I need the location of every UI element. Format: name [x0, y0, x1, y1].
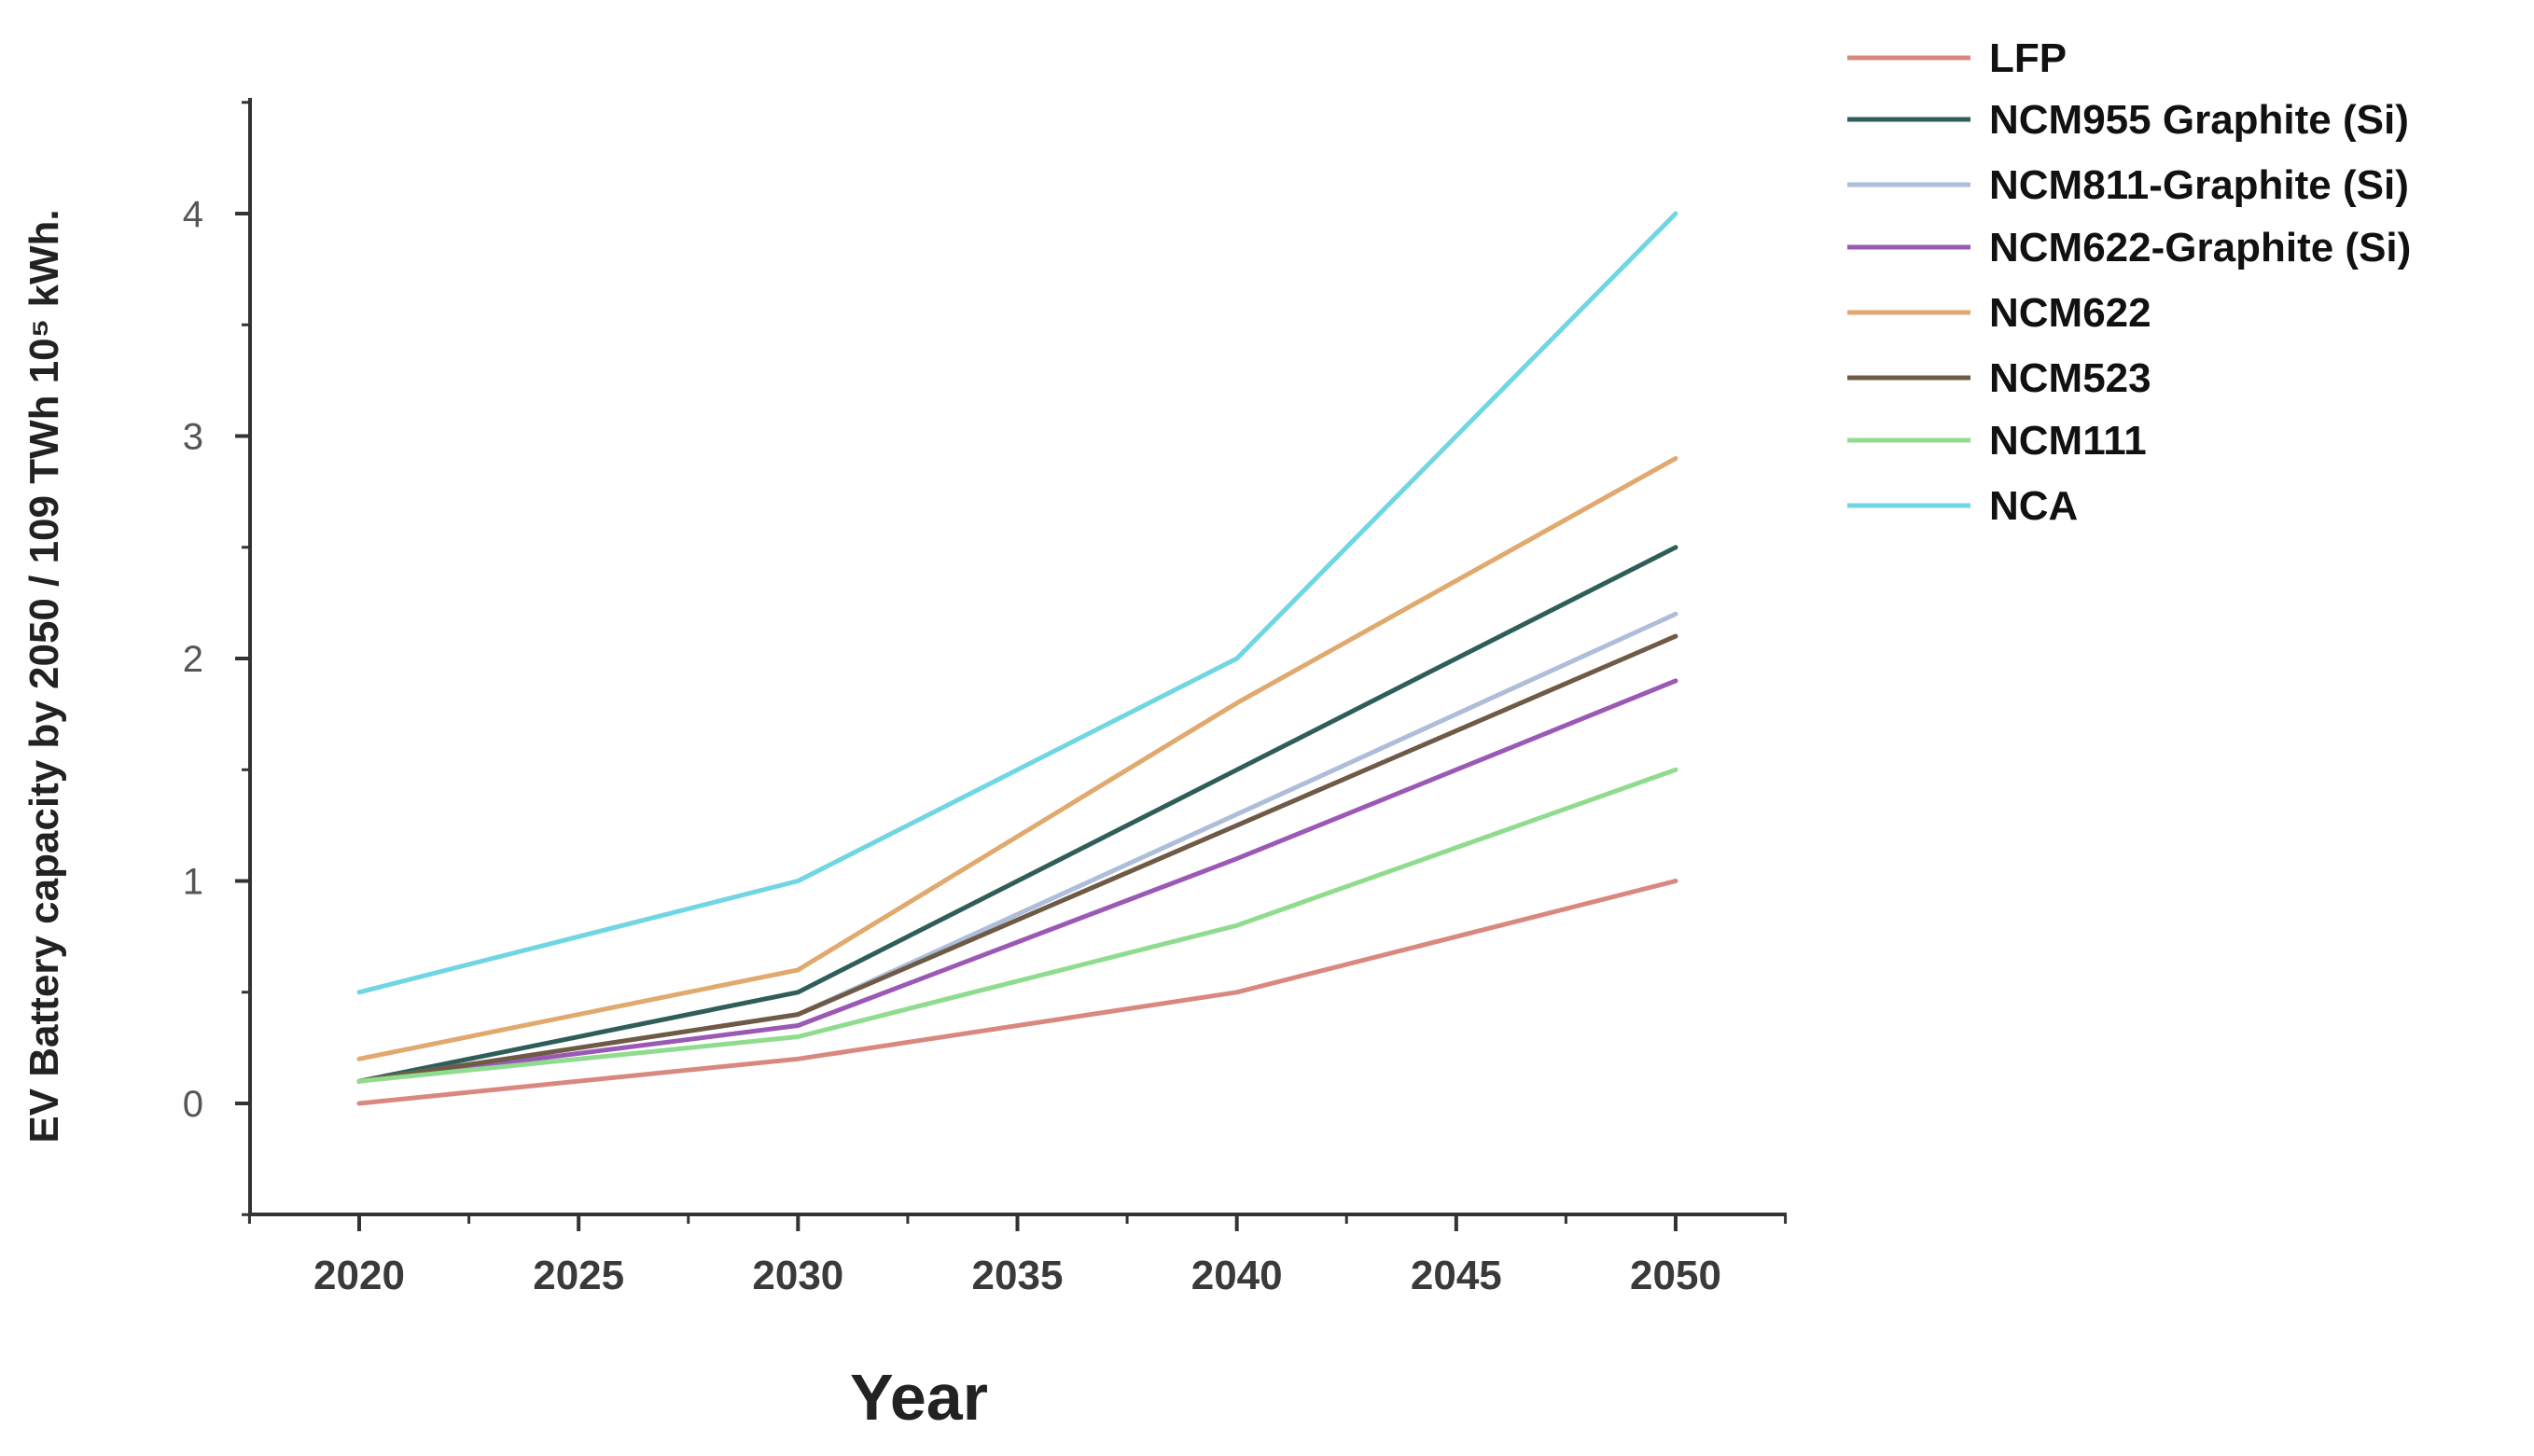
y-tick-label: 0 — [183, 1084, 203, 1125]
legend-label: NCA — [1989, 483, 2078, 529]
series-line-ncm523 — [356, 633, 1678, 1084]
legend-label: NCM622-Graphite (Si) — [1989, 225, 2411, 270]
series-line-ncm622-graphite-si — [356, 678, 1678, 1084]
legend-label: LFP — [1989, 35, 2067, 81]
series-line-ncm622 — [356, 455, 1678, 1061]
legend-label: NCM622 — [1989, 290, 2151, 336]
series-line-lfp — [356, 879, 1678, 1106]
y-tick-label: 2 — [183, 639, 203, 680]
y-axis-title: EV Battery capacity by 2050 / 109 TWh 10… — [21, 209, 67, 1143]
series-line-ncm955-graphite-si — [356, 545, 1678, 1084]
legend-label: NCM111 — [1989, 418, 2147, 464]
legend-label: NCM523 — [1989, 355, 2151, 401]
x-tick-label: 2045 — [1411, 1253, 1502, 1298]
x-tick-label: 2020 — [313, 1253, 405, 1298]
legend-label: NCM955 Graphite (Si) — [1989, 97, 2409, 143]
series-line-nca — [356, 211, 1678, 995]
x-tick-label: 2025 — [533, 1253, 624, 1298]
x-tick-label: 2035 — [972, 1253, 1064, 1298]
y-tick-label: 4 — [183, 194, 203, 235]
series-lines — [356, 211, 1678, 1106]
y-tick-label: 1 — [183, 862, 203, 903]
axes: 0 1 2 3 4 2020 2025 2030 2035 2040 2045 2050 — [183, 98, 1788, 1298]
y-tick-label: 3 — [183, 417, 203, 458]
x-tick-label: 2050 — [1630, 1253, 1721, 1298]
legend-label: NCM811-Graphite (Si) — [1989, 162, 2409, 208]
x-tick-label: 2040 — [1191, 1253, 1283, 1298]
x-tick-label: 2030 — [752, 1253, 843, 1298]
series-line-ncm111 — [356, 767, 1678, 1084]
series-line-ncm811-graphite-si — [356, 611, 1678, 1084]
x-axis-title: Year — [850, 1361, 988, 1434]
legend: LFP NCM955 Graphite (Si) NCM811-Graphite (… — [1847, 35, 2411, 529]
